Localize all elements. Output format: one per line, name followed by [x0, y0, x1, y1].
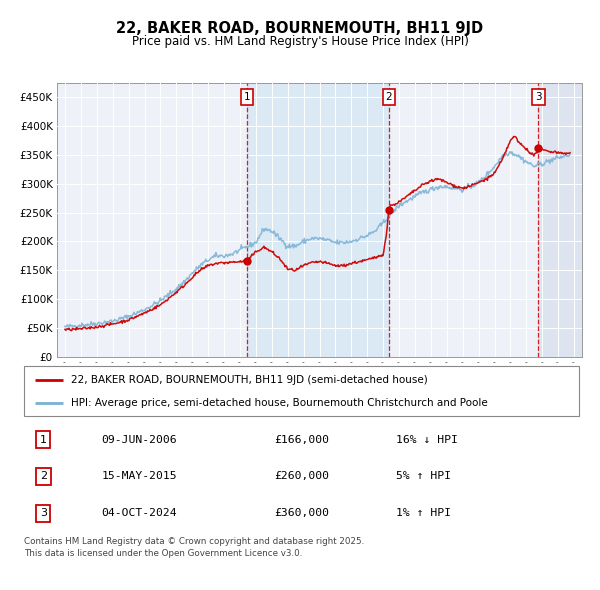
Text: 20
12: 20 12	[330, 374, 341, 393]
Text: 19
98: 19 98	[107, 374, 118, 393]
Text: 20
22: 20 22	[489, 374, 500, 393]
Text: 2: 2	[386, 92, 392, 102]
Text: 20
19: 20 19	[442, 374, 452, 393]
Text: 20
01: 20 01	[155, 374, 166, 393]
Text: 20
20: 20 20	[457, 374, 468, 393]
Text: 3: 3	[40, 508, 47, 518]
Text: 20
02: 20 02	[171, 374, 182, 393]
Text: 19
99: 19 99	[124, 374, 134, 393]
Text: 1% ↑ HPI: 1% ↑ HPI	[396, 508, 451, 518]
Text: Price paid vs. HM Land Registry's House Price Index (HPI): Price paid vs. HM Land Registry's House …	[131, 35, 469, 48]
Text: 16% ↓ HPI: 16% ↓ HPI	[396, 435, 458, 445]
Text: 20
17: 20 17	[410, 374, 420, 393]
Text: 20
13: 20 13	[346, 374, 356, 393]
Bar	[538, 83, 582, 357]
Text: 3: 3	[535, 92, 542, 102]
Text: 20
16: 20 16	[394, 374, 404, 393]
Text: 1: 1	[244, 92, 250, 102]
Text: 20
03: 20 03	[187, 374, 197, 393]
Text: 20
14: 20 14	[362, 374, 373, 393]
Text: 2: 2	[40, 471, 47, 481]
Text: 20
10: 20 10	[298, 374, 309, 393]
Text: 20
06: 20 06	[235, 374, 245, 393]
Text: 20
25: 20 25	[537, 374, 547, 393]
Text: HPI: Average price, semi-detached house, Bournemouth Christchurch and Poole: HPI: Average price, semi-detached house,…	[71, 398, 488, 408]
Text: Contains HM Land Registry data © Crown copyright and database right 2025.
This d: Contains HM Land Registry data © Crown c…	[24, 537, 364, 558]
Text: 1: 1	[40, 435, 47, 445]
Text: 22, BAKER ROAD, BOURNEMOUTH, BH11 9JD: 22, BAKER ROAD, BOURNEMOUTH, BH11 9JD	[116, 21, 484, 35]
Text: 20
26: 20 26	[553, 374, 563, 393]
Text: £360,000: £360,000	[274, 508, 329, 518]
Bar	[538, 83, 582, 357]
Text: 19
97: 19 97	[91, 374, 102, 393]
Text: 5% ↑ HPI: 5% ↑ HPI	[396, 471, 451, 481]
Text: £166,000: £166,000	[274, 435, 329, 445]
Text: 09-JUN-2006: 09-JUN-2006	[102, 435, 178, 445]
Text: 20
09: 20 09	[283, 374, 293, 393]
Text: 20
00: 20 00	[139, 374, 150, 393]
Text: 20
23: 20 23	[505, 374, 516, 393]
Text: 15-MAY-2015: 15-MAY-2015	[102, 471, 178, 481]
Text: 19
96: 19 96	[76, 374, 86, 393]
Text: 22, BAKER ROAD, BOURNEMOUTH, BH11 9JD (semi-detached house): 22, BAKER ROAD, BOURNEMOUTH, BH11 9JD (s…	[71, 375, 428, 385]
FancyBboxPatch shape	[24, 366, 579, 416]
Text: 04-OCT-2024: 04-OCT-2024	[102, 508, 178, 518]
Text: 20
27: 20 27	[569, 374, 580, 393]
Text: 20
08: 20 08	[266, 374, 277, 393]
Text: 20
05: 20 05	[219, 374, 229, 393]
Text: 19
95: 19 95	[60, 374, 70, 393]
Text: 20
04: 20 04	[203, 374, 214, 393]
Text: 20
07: 20 07	[251, 374, 261, 393]
Text: 20
11: 20 11	[314, 374, 325, 393]
Text: 20
24: 20 24	[521, 374, 532, 393]
Text: 20
18: 20 18	[425, 374, 436, 393]
Text: 20
15: 20 15	[378, 374, 388, 393]
Bar	[247, 83, 389, 357]
Text: 20
21: 20 21	[473, 374, 484, 393]
Text: £260,000: £260,000	[274, 471, 329, 481]
